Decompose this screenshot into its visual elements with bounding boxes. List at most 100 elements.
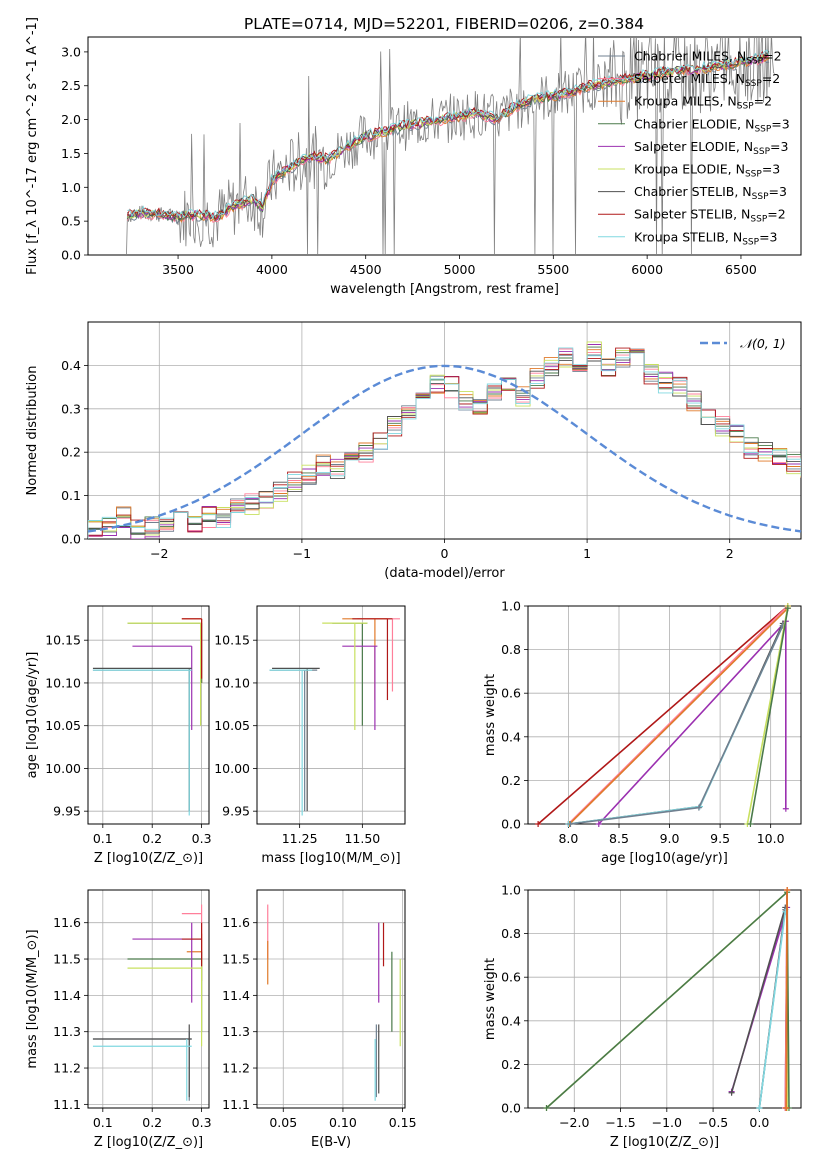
histogram-step: [88, 341, 801, 539]
histogram-step: [88, 347, 801, 539]
x-axis-label: Z [log10(Z/Z_⊙)]: [94, 1135, 203, 1150]
mass-weight-line: [545, 890, 790, 1109]
y-tick-label: 1.5: [61, 146, 81, 161]
x-tick-label: 0.10: [329, 1115, 357, 1130]
y-tick-label: 11.2: [222, 1061, 250, 1076]
x-tick-label: 4500: [350, 262, 382, 277]
x-axis-label: wavelength [Angstrom, rest frame]: [330, 282, 559, 297]
mass-weight-line: [568, 607, 789, 825]
mass-weight-point: [783, 1105, 790, 1111]
y-tick-label: 11.1: [53, 1097, 81, 1112]
y-tick-label: 2.0: [61, 112, 81, 127]
y-tick-label: 11.1: [222, 1097, 250, 1112]
y-axis-label: Normed distribution: [25, 366, 40, 496]
y-tick-label: 2.5: [61, 78, 81, 93]
panel-mass-vs-Z: 0.1 0.2 0.3 11.1 11.2 11.3 11.4 11.5 11.6 Z [log1…: [25, 889, 212, 1150]
y-tick-label: 10.00: [45, 761, 81, 776]
y-tick-label: 0.3: [61, 401, 81, 416]
x-tick-label: 8.5: [609, 831, 629, 846]
y-tick-label: 0.2: [501, 1057, 521, 1072]
x-tick-label: −1.5: [605, 1115, 635, 1130]
y-tick-label: 0.5: [61, 214, 81, 229]
x-tick-label: 0.1: [93, 831, 113, 846]
x-tick-label: 0.3: [192, 831, 212, 846]
x-tick-label: 0: [441, 546, 449, 561]
mass-weight-line: [537, 605, 789, 825]
y-tick-label: 11.6: [53, 915, 81, 930]
y-tick-label: 10.15: [214, 633, 250, 648]
y-tick-label: 9.95: [53, 804, 81, 819]
mass-weight-line: [758, 911, 787, 1109]
x-tick-label: 0.2: [142, 831, 162, 846]
x-tick-label: 1: [583, 546, 591, 561]
x-tick-label: 5500: [537, 262, 569, 277]
mass-weight-point: [543, 1105, 550, 1111]
panel-mass-weight-vs-Z: −2.0 −1.5 −1.0 −0.5 0.0 0.0 0.2 0.4 0.6 0.8 1.0 Z […: [483, 883, 802, 1150]
y-tick-label: 11.2: [53, 1061, 81, 1076]
mass-weight-line: [746, 605, 789, 825]
histogram-step: [88, 348, 801, 539]
x-tick-label: −1: [293, 546, 311, 561]
x-axis-label: (data-model)/error: [384, 566, 505, 581]
mass-weight-line: [598, 619, 787, 825]
y-tick-label: 10.10: [214, 675, 250, 690]
legend-entry: Chabrier ELODIE, NSSP=3: [634, 116, 790, 134]
y-tick-label: 1.0: [61, 180, 81, 195]
y-tick-label: 11.3: [53, 1024, 81, 1039]
y-tick-label: 11.4: [222, 988, 250, 1003]
axes-frame: [527, 605, 802, 825]
y-tick-label: 0.1: [61, 488, 81, 503]
x-tick-label: −1.0: [652, 1115, 682, 1130]
histogram-step: [88, 351, 801, 539]
x-tick-label: 9.0: [660, 831, 680, 846]
x-tick-label: −2.0: [559, 1115, 589, 1130]
x-tick-label: 11.25: [282, 831, 318, 846]
x-tick-label: 9.5: [710, 831, 730, 846]
mass-weight-line: [570, 625, 784, 825]
histogram-step: [88, 349, 801, 539]
x-tick-label: 0.3: [192, 1115, 212, 1130]
mass-weight-line: [785, 889, 788, 1109]
panel-residuals: −2 −1 0 1 2 0.0 0.1 0.2 0.3 0.4 (data-model)/error…: [25, 321, 802, 581]
axes-frame: [87, 605, 210, 825]
y-tick-label: 10.15: [45, 633, 81, 648]
y-axis-label: mass weight: [483, 958, 498, 1040]
legend-entry: Kroupa ELODIE, NSSP=3: [634, 162, 780, 180]
y-tick-label: 0.0: [501, 817, 521, 832]
histogram-step: [88, 344, 801, 539]
y-tick-label: 3.0: [61, 44, 81, 59]
y-axis-label: Flux [f_λ 10^-17 erg cm^-2 s^-1 A^-1]: [25, 17, 40, 275]
mass-weight-point: [728, 1089, 735, 1096]
y-tick-label: 0.8: [501, 642, 521, 657]
x-axis-label: Z [log10(Z/Z_⊙)]: [94, 851, 203, 866]
mass-weight-point: [782, 805, 789, 812]
mass-weight-point: [695, 804, 702, 811]
x-tick-label: 4000: [256, 262, 288, 277]
y-tick-label: 10.05: [214, 718, 250, 733]
y-tick-label: 0.4: [61, 358, 81, 373]
mass-weight-point: [747, 821, 754, 827]
mass-weight-point: [756, 1105, 763, 1111]
x-tick-label: 0.05: [269, 1115, 297, 1130]
legend: Chabrier MILES, NSSP=2 Salpeter MILES, NS…: [598, 49, 790, 247]
panel-age-vs-mass: 11.25 11.50 9.95 10.00 10.05 10.10 10.15 mass […: [214, 605, 406, 866]
y-axis-label: mass [log10(M/M_⊙)]: [25, 929, 40, 1068]
legend-entry: Kroupa STELIB, NSSP=3: [634, 229, 778, 247]
mass-weight-line: [567, 605, 789, 825]
x-tick-label: 0.15: [389, 1115, 417, 1130]
x-axis-label: mass [log10(M/M_⊙)]: [261, 851, 400, 866]
axes-frame: [256, 889, 406, 1109]
y-tick-label: 0.4: [501, 729, 521, 744]
panel-age-vs-Z: 0.1 0.2 0.3 9.95 10.00 10.05 10.10 10.15 Z [log1…: [25, 605, 212, 866]
legend-entry: Salpeter ELODIE, NSSP=3: [634, 139, 788, 157]
x-axis-label: age [log10(age/yr)]: [601, 851, 728, 866]
x-tick-label: 6500: [725, 262, 757, 277]
axes-frame: [87, 321, 802, 540]
x-tick-label: −0.5: [698, 1115, 728, 1130]
x-tick-label: 11.50: [344, 831, 380, 846]
mass-weight-point: [535, 821, 542, 827]
mass-weight-point: [595, 821, 602, 827]
x-tick-label: 8.0: [558, 831, 578, 846]
mass-weight-point: [567, 821, 574, 827]
